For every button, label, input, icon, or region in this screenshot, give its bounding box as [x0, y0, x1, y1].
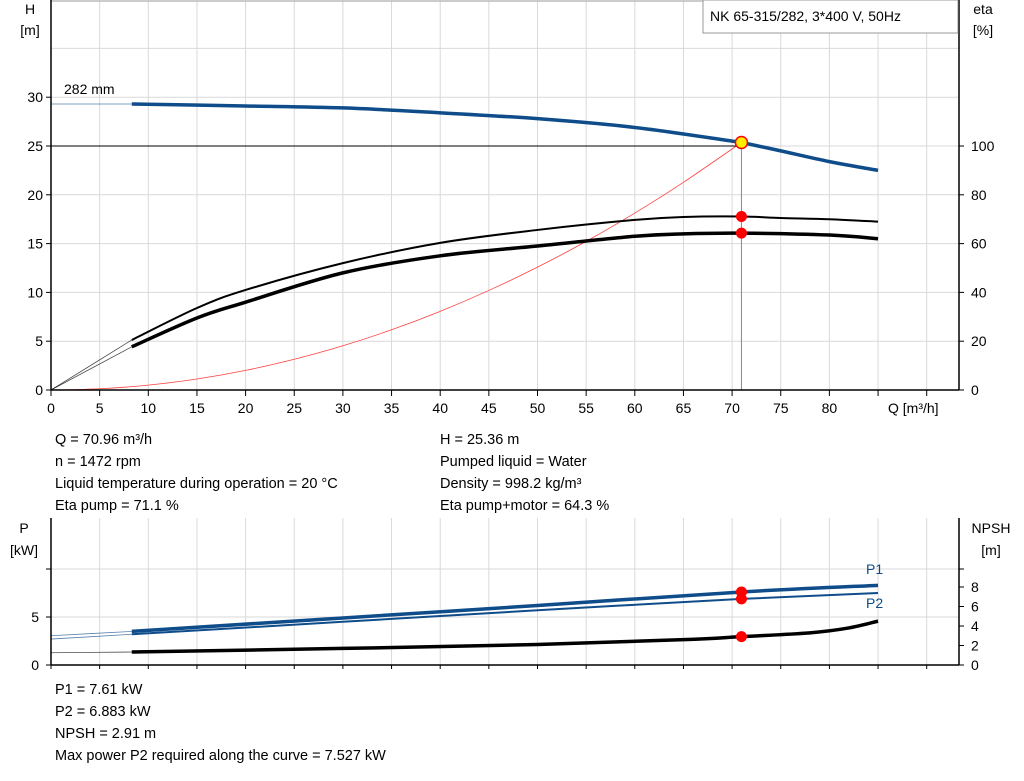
q-tick-label: 80 — [822, 400, 838, 416]
npsh-tick-label: 0 — [971, 657, 979, 673]
p2-curve-extrapolated — [50, 633, 132, 640]
q-tick-label: 0 — [47, 400, 55, 416]
h-axis-unit: [m] — [20, 22, 39, 38]
p1-curve — [131, 583, 879, 634]
eta-pump-motor-curve-extrapolated — [50, 346, 132, 391]
h-curve — [131, 102, 879, 173]
eta-axis-unit: [%] — [973, 22, 993, 38]
eta-tick-label: 20 — [971, 333, 987, 349]
info-bottom: P1 = 7.61 kW P2 = 6.883 kW NPSH = 2.91 m… — [55, 679, 386, 767]
eta-pump-motor-curve — [131, 231, 879, 349]
eta-pump-curve — [131, 215, 879, 341]
annotation-282mm: 282 mm — [64, 81, 115, 97]
eta-axis-title: eta — [973, 1, 993, 17]
q-tick-label: 45 — [481, 400, 497, 416]
eta-tick-label: 40 — [971, 284, 987, 300]
info-flow: Q = 70.96 m³/h — [55, 432, 153, 448]
info-speed: n = 1472 rpm — [55, 454, 141, 470]
eta-tick-label: 100 — [971, 138, 995, 154]
q-tick-label: 75 — [773, 400, 789, 416]
p-tick-label: 0 — [31, 657, 39, 673]
system-curve — [50, 142, 742, 391]
npsh-curve-extrapolated — [50, 651, 132, 654]
npsh-curve — [131, 619, 879, 654]
h-tick-label: 30 — [27, 89, 43, 105]
info-density: Density = 998.2 kg/m³ — [440, 476, 582, 492]
p2-duty-point — [735, 593, 747, 605]
npsh-tick-label: 4 — [971, 618, 979, 634]
p2-label: P2 — [866, 595, 883, 611]
info-max-power: Max power P2 required along the curve = … — [55, 748, 386, 764]
q-tick-label: 65 — [676, 400, 692, 416]
eta-tick-label: 60 — [971, 236, 987, 252]
npsh-axis-title: NPSH — [972, 520, 1011, 536]
eta-pump-duty-point — [735, 211, 747, 223]
eta-tick-label: 0 — [971, 382, 979, 398]
npsh-tick-label: 8 — [971, 579, 979, 595]
legend-box — [702, 0, 959, 34]
eta-pump-motor-duty-point — [735, 227, 747, 239]
q-tick-label: 35 — [384, 400, 400, 416]
info-npsh: NPSH = 2.91 m — [55, 726, 157, 742]
p1-label: P1 — [866, 561, 883, 577]
info-top-left: Q = 70.96 m³/h n = 1472 rpm Liquid tempe… — [55, 429, 338, 517]
curves — [50, 102, 879, 654]
h-tick-label: 20 — [27, 187, 43, 203]
info-eta-pump-motor: Eta pump+motor = 64.3 % — [440, 498, 610, 514]
info-eta-pump: Eta pump = 71.1 % — [55, 498, 179, 514]
p2-curve — [131, 592, 879, 636]
grid-top — [51, 0, 959, 390]
p-tick-label: 5 — [31, 609, 39, 625]
info-temperature: Liquid temperature during operation = 20… — [55, 476, 338, 492]
legend-text: NK 65-315/282, 3*400 V, 50Hz — [710, 8, 901, 24]
duty-point-marker — [734, 135, 749, 150]
eta-tick-label: 80 — [971, 187, 987, 203]
q-tick-label: 70 — [724, 400, 740, 416]
npsh-tick-label: 6 — [971, 599, 979, 615]
q-tick-label: 50 — [530, 400, 546, 416]
h-tick-label: 5 — [35, 333, 43, 349]
q-tick-label: 30 — [335, 400, 351, 416]
info-p2: P2 = 6.883 kW — [55, 704, 151, 720]
npsh-axis-unit: [m] — [981, 542, 1000, 558]
info-top-right: H = 25.36 m Pumped liquid = Water Densit… — [440, 429, 609, 517]
q-tick-label: 20 — [238, 400, 254, 416]
q-tick-label: 40 — [432, 400, 448, 416]
h-tick-label: 25 — [27, 138, 43, 154]
q-tick-label: 25 — [286, 400, 302, 416]
q-tick-label: 55 — [578, 400, 594, 416]
grid-bottom — [51, 518, 959, 665]
q-tick-label: 15 — [189, 400, 205, 416]
p-axis-unit: [kW] — [10, 542, 38, 558]
npsh-tick-label: 2 — [971, 638, 979, 654]
info-liquid: Pumped liquid = Water — [440, 454, 587, 470]
q-tick-label: 10 — [141, 400, 157, 416]
q-tick-label: 60 — [627, 400, 643, 416]
h-axis-title: H — [25, 1, 35, 17]
q-tick-label: 5 — [96, 400, 104, 416]
h-tick-label: 10 — [27, 284, 43, 300]
info-p1: P1 = 7.61 kW — [55, 682, 143, 698]
q-axis-title: Q [m³/h] — [888, 400, 939, 416]
info-head: H = 25.36 m — [440, 432, 520, 448]
p-axis-title: P — [19, 520, 28, 536]
p1-curve-extrapolated — [50, 631, 132, 637]
eta-pump-curve-extrapolated — [50, 339, 132, 391]
npsh-duty-point — [735, 631, 747, 643]
h-tick-label: 0 — [35, 382, 43, 398]
h-tick-label: 15 — [27, 236, 43, 252]
axes: 0 5 10 15 20 25 30 35 40 45 50 55 60 65 70 75 8005101520… — [27, 0, 995, 673]
